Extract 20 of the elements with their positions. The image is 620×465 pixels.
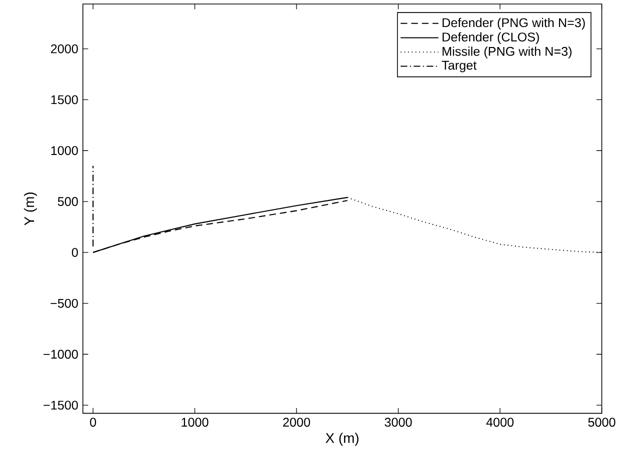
x-axis-title: X (m)	[326, 432, 358, 446]
x-tick-label: 3000	[384, 418, 412, 427]
y-tick-label: −1500	[44, 400, 78, 410]
x-tick-label: 0	[90, 418, 96, 427]
y-tick-label: 500	[58, 197, 78, 206]
y-tick-label: 1000	[51, 146, 78, 156]
x-tick-label: 2000	[283, 418, 310, 427]
y-tick-label: −1000	[44, 350, 78, 359]
y-tick-label: −500	[50, 298, 78, 308]
y-tick-label: 0	[72, 248, 78, 257]
legend-label: Missile (PNG with N=3)	[442, 46, 572, 58]
legend-label: Defender (CLOS)	[442, 32, 539, 44]
x-tick-label: 1000	[182, 418, 208, 427]
legend-label: Target	[442, 60, 477, 72]
y-tick-label: 2000	[50, 44, 78, 54]
legend-label: Defender (PNG with N=3)	[442, 18, 585, 30]
x-tick-label: 4000	[486, 418, 514, 427]
x-tick-label: 5000	[588, 418, 616, 427]
y-tick-label: 1500	[51, 95, 78, 104]
y-axis-title: Y (m)	[24, 192, 37, 226]
